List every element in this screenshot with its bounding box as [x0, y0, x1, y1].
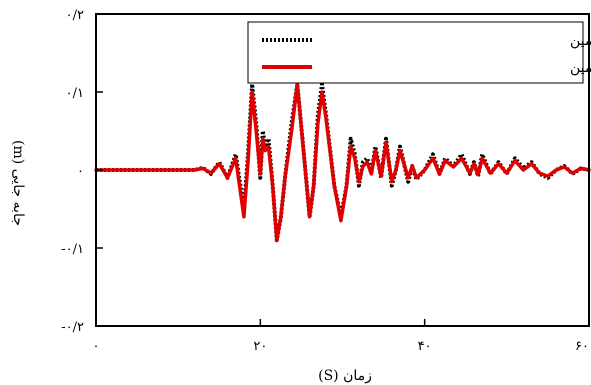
x-tick-label: ۲۰	[253, 339, 267, 354]
plot-area	[94, 82, 591, 243]
y-tick-label: -۰/۲	[61, 320, 84, 335]
ticks: ۰/۲ ۰/۱ ۰ -۰/۱ -۰/۲ ۰ ۲۰ ۴۰ ۶۰	[61, 8, 590, 354]
x-tick-label: ۶۰	[575, 339, 589, 354]
x-axis-title: زمان (S)	[318, 368, 372, 384]
y-tick-label: ۰	[77, 164, 84, 179]
y-tick-label: ۰/۱	[66, 86, 84, 101]
x-tick-label: ۴۰	[418, 339, 432, 354]
series-pile-soil-line	[94, 82, 591, 242]
legend-box	[247, 21, 584, 84]
y-tick-label: -۰/۱	[61, 242, 84, 257]
legend: جابه جایی خاک روی سطح زمین جابه جایی شمع…	[247, 21, 591, 84]
y-tick-label: ۰/۲	[66, 8, 84, 23]
y-axis-title: جابه جایی (m)	[10, 140, 26, 226]
legend-label-pile-soil: جابه جایی شمع - خاک روی سطح زمین	[570, 60, 591, 76]
legend-label-soil: جابه جایی خاک روی سطح زمین	[570, 33, 591, 49]
x-tick-label: ۰	[93, 339, 100, 354]
